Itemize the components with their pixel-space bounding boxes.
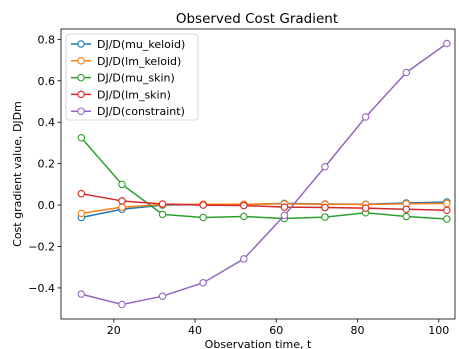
data-point bbox=[280, 203, 289, 211]
data-point bbox=[199, 201, 207, 209]
data-point bbox=[321, 213, 329, 221]
data-point bbox=[240, 255, 248, 263]
legend-marker bbox=[77, 90, 85, 99]
data-point bbox=[77, 189, 86, 198]
legend-marker bbox=[77, 40, 85, 48]
y-tick-label: 0.0 bbox=[38, 199, 56, 212]
legend-marker bbox=[77, 73, 85, 82]
series-line bbox=[81, 42, 448, 306]
series-line bbox=[81, 202, 447, 215]
data-point bbox=[402, 205, 411, 213]
legend-marker bbox=[77, 107, 85, 115]
legend-entry: DJ/D(mu_keloid) bbox=[71, 38, 185, 51]
data-point bbox=[361, 204, 370, 212]
data-point bbox=[443, 215, 451, 223]
legend-label: DJ/D(constraint) bbox=[97, 105, 185, 118]
legend-entry: DJ/D(constraint) bbox=[71, 105, 185, 118]
legend-box bbox=[65, 33, 199, 121]
data-point bbox=[118, 203, 126, 211]
x-tick-label: 80 bbox=[351, 324, 365, 337]
data-point bbox=[199, 213, 207, 222]
data-point bbox=[158, 210, 167, 219]
legend-entry: DJ/D(lm_keloid) bbox=[71, 55, 181, 68]
data-point bbox=[402, 212, 411, 221]
series-dj-d-lm-skin bbox=[77, 189, 451, 215]
x-axis: 20 40 60 80 100 bbox=[107, 319, 449, 337]
x-tick-label: 20 bbox=[107, 324, 121, 337]
y-tick-label: −0.2 bbox=[28, 241, 55, 254]
data-point bbox=[240, 201, 248, 210]
data-point bbox=[361, 113, 370, 121]
data-point bbox=[118, 197, 126, 205]
data-point bbox=[118, 300, 126, 309]
data-point bbox=[280, 211, 289, 220]
legend-marker bbox=[77, 57, 85, 65]
x-tick-label: 60 bbox=[269, 324, 283, 337]
data-point bbox=[77, 209, 86, 218]
data-point bbox=[118, 180, 126, 189]
legend-label: DJ/D(lm_keloid) bbox=[97, 55, 181, 68]
x-tick-label: 100 bbox=[428, 324, 449, 337]
plot-area-frame bbox=[60, 28, 456, 320]
series-line bbox=[81, 192, 447, 211]
data-point bbox=[240, 212, 248, 221]
data-point bbox=[199, 278, 207, 287]
y-tick-label: −0.4 bbox=[28, 282, 55, 295]
data-point bbox=[321, 163, 329, 171]
data-point bbox=[443, 39, 451, 48]
y-axis: −0.4 −0.2 0.0 0.2 0.4 0.6 0.8 bbox=[28, 33, 61, 295]
y-tick-label: 0.2 bbox=[38, 158, 56, 171]
series-line bbox=[80, 137, 447, 220]
legend: DJ/D(mu_keloid) DJ/D(lm_keloid) DJ/D(mu_sk… bbox=[65, 33, 199, 121]
legend-entry: DJ/D(lm_skin) bbox=[71, 88, 171, 101]
legend-label: DJ/D(mu_keloid) bbox=[97, 38, 185, 51]
legend-entry: DJ/D(mu_skin) bbox=[71, 72, 175, 85]
series-dj-d-constraint bbox=[77, 39, 451, 309]
data-point bbox=[402, 68, 411, 77]
x-axis-label: Observation time, t bbox=[205, 338, 312, 349]
legend-label: DJ/D(lm_skin) bbox=[97, 88, 171, 101]
data-point bbox=[443, 199, 451, 208]
x-tick-label: 40 bbox=[188, 324, 202, 337]
y-tick-label: 0.4 bbox=[38, 116, 56, 129]
legend-label: DJ/D(mu_skin) bbox=[97, 72, 175, 85]
y-axis-label: Cost gradient value, DJDm bbox=[11, 101, 24, 247]
y-tick-label: 0.6 bbox=[38, 75, 56, 88]
data-point bbox=[77, 134, 86, 142]
data-point bbox=[77, 290, 86, 298]
data-point bbox=[158, 200, 167, 208]
data-point bbox=[158, 292, 167, 300]
series-layer bbox=[77, 39, 451, 309]
data-point bbox=[443, 206, 451, 215]
chart-title: Observed Cost Gradient bbox=[176, 11, 338, 27]
data-point bbox=[321, 203, 329, 212]
y-tick-label: 0.8 bbox=[38, 33, 56, 46]
